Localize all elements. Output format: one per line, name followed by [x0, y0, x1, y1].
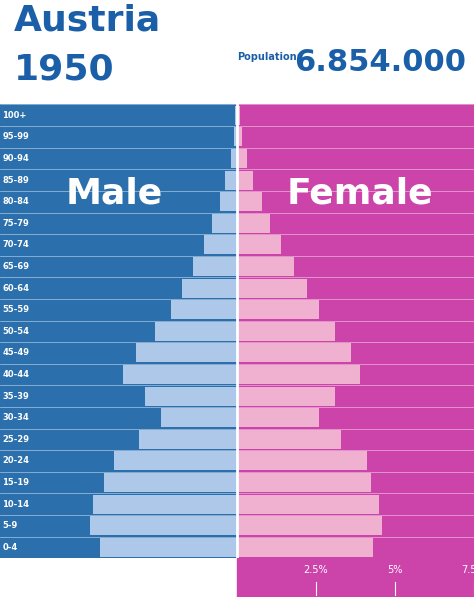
Text: Austria: Austria [14, 3, 162, 37]
Bar [237, 322, 335, 341]
Text: 80-84: 80-84 [2, 197, 29, 206]
Text: 95-99: 95-99 [2, 133, 29, 141]
Text: 2.5%: 2.5% [304, 565, 328, 575]
Bar [225, 171, 237, 190]
Bar [237, 408, 319, 427]
Text: 75-79: 75-79 [2, 219, 29, 228]
Bar [219, 192, 237, 211]
Text: 7.5%: 7.5% [462, 565, 474, 575]
Bar [182, 279, 237, 298]
Bar [237, 451, 366, 470]
Bar [237, 538, 373, 557]
Text: 100+: 100+ [2, 111, 27, 120]
Bar [237, 495, 379, 513]
Bar [171, 300, 237, 319]
Text: Male: Male [65, 177, 163, 211]
Bar [204, 235, 237, 254]
Text: 5%: 5% [387, 565, 403, 575]
Text: 6.854.000: 6.854.000 [294, 48, 466, 77]
Text: 55-59: 55-59 [2, 305, 29, 314]
Text: Population:: Population: [237, 52, 301, 62]
Text: 2.5%: 2.5% [146, 565, 170, 575]
Bar [237, 192, 262, 211]
Bar [237, 257, 294, 276]
Bar [161, 408, 237, 427]
Text: 1950: 1950 [14, 52, 115, 86]
Text: 85-89: 85-89 [2, 176, 29, 184]
Bar [155, 322, 237, 341]
Bar [236, 106, 237, 125]
Bar [90, 516, 237, 536]
Bar [237, 430, 341, 449]
Bar [237, 343, 351, 362]
Bar [234, 127, 237, 146]
Bar [237, 149, 247, 168]
Text: 25-29: 25-29 [2, 435, 29, 444]
Bar [114, 451, 237, 470]
Bar [237, 558, 474, 597]
Bar [93, 495, 237, 513]
Bar [104, 473, 237, 492]
Text: 65-69: 65-69 [2, 262, 29, 271]
Bar [136, 343, 237, 362]
Bar [237, 214, 270, 233]
Bar [123, 365, 237, 384]
Text: 60-64: 60-64 [2, 284, 29, 293]
Bar [237, 235, 281, 254]
Bar [139, 430, 237, 449]
Text: 20-24: 20-24 [2, 457, 29, 466]
Text: 30-34: 30-34 [2, 413, 29, 422]
Text: Female: Female [287, 177, 434, 211]
Bar [237, 473, 371, 492]
Bar [146, 387, 237, 405]
Bar [237, 300, 319, 319]
Text: 70-74: 70-74 [2, 241, 29, 250]
Text: 7.5%: 7.5% [0, 565, 12, 575]
Text: 5-9: 5-9 [2, 521, 18, 530]
Bar [237, 365, 360, 384]
Text: 0-4: 0-4 [2, 543, 18, 552]
Bar [237, 387, 335, 405]
Text: 5%: 5% [71, 565, 87, 575]
Bar [193, 257, 237, 276]
Text: 45-49: 45-49 [2, 349, 29, 358]
Bar [231, 149, 237, 168]
Text: 15-19: 15-19 [2, 478, 29, 487]
Text: 35-39: 35-39 [2, 392, 29, 401]
Text: 10-14: 10-14 [2, 500, 29, 509]
Bar [237, 104, 474, 558]
Bar [237, 516, 383, 536]
Text: 90-94: 90-94 [2, 154, 29, 163]
Bar [237, 106, 239, 125]
Bar [237, 171, 254, 190]
Bar [100, 538, 237, 557]
Bar [237, 279, 307, 298]
Text: 50-54: 50-54 [2, 327, 29, 336]
Bar [212, 214, 237, 233]
Bar [237, 127, 242, 146]
Text: 40-44: 40-44 [2, 370, 29, 379]
